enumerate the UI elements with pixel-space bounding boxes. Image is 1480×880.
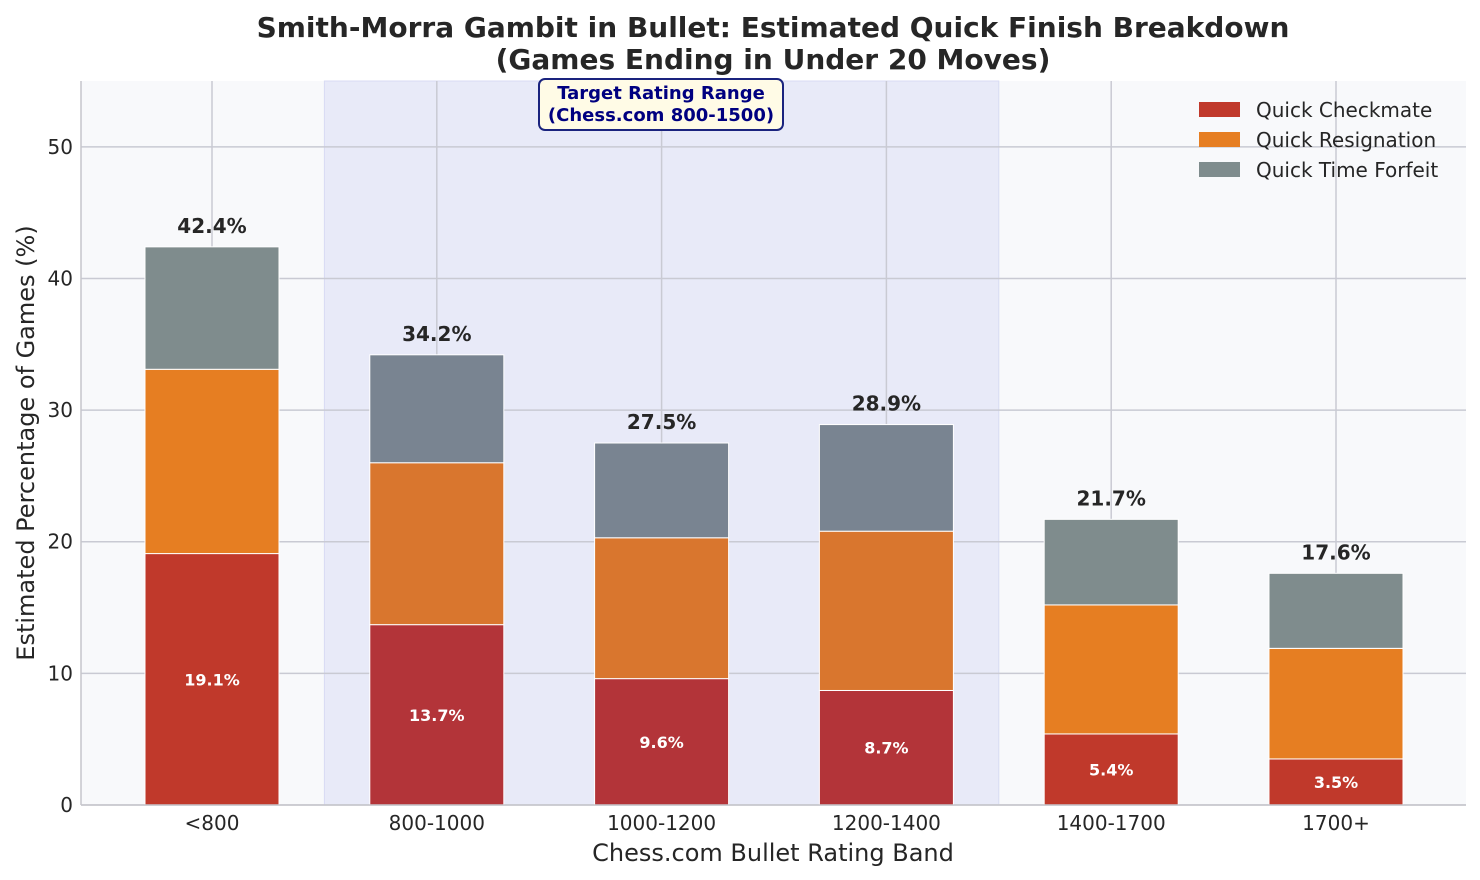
y-tick-label: 40 [48, 266, 73, 290]
legend-swatch [1199, 162, 1240, 177]
checkmate-segment [369, 624, 505, 806]
x-tick-label: 800-1000 [389, 811, 485, 835]
x-axis-label: Chess.com Bullet Rating Band [592, 839, 954, 867]
resignation-segment [594, 537, 730, 680]
checkmate-value-label: 8.7% [864, 739, 908, 758]
x-tick-label: 1200-1400 [832, 811, 941, 835]
x-tick-label: <800 [185, 811, 240, 835]
checkmate-segment [594, 678, 730, 806]
y-axis-label: Estimated Percentage of Games (%) [12, 225, 40, 660]
resignation-segment [1043, 604, 1179, 735]
total-label: 21.7% [1077, 486, 1146, 510]
checkmate-value-label: 5.4% [1089, 760, 1133, 779]
resignation-segment [369, 462, 505, 626]
checkmate-value-label: 9.6% [639, 733, 683, 752]
annotation-line1: Target Rating Range [557, 83, 765, 104]
legend-swatch [1199, 102, 1240, 117]
y-tick-label: 50 [48, 135, 73, 159]
legend-item-time-forfeit: Quick Time Forfeit [1199, 158, 1438, 182]
legend: Quick Checkmate Quick Resignation Quick Ti… [1199, 98, 1438, 182]
checkmate-segment [818, 689, 954, 806]
checkmate-value-label: 3.5% [1314, 773, 1358, 792]
time-forfeit-segment [1268, 572, 1404, 649]
y-tick-label: 10 [48, 661, 73, 685]
annotation-box [538, 78, 784, 131]
checkmate-segment [1268, 758, 1404, 806]
time-forfeit-segment [1043, 518, 1179, 606]
x-tick-label: 1400-1700 [1057, 811, 1166, 835]
legend-item-checkmate: Quick Checkmate [1199, 98, 1432, 122]
legend-label: Quick Checkmate [1256, 98, 1432, 122]
time-forfeit-segment [144, 246, 280, 370]
checkmate-value-label: 19.1% [184, 670, 240, 689]
checkmate-value-label: 13.7% [409, 706, 465, 725]
annotation-line2: (Chess.com 800-1500) [548, 105, 774, 126]
total-label: 42.4% [177, 214, 246, 238]
resignation-segment [818, 530, 954, 691]
bar-labels: 42.4% 19.1% 34.2% 13.7% 27.5% 9.6% 28.9% 8.7% 21… [177, 214, 1370, 792]
bars [144, 246, 1404, 806]
total-label: 17.6% [1301, 540, 1370, 564]
legend-label: Quick Time Forfeit [1256, 158, 1438, 182]
legend-item-resignation: Quick Resignation [1199, 128, 1436, 152]
chart-title-line1: Smith-Morra Gambit in Bullet: Estimated … [257, 11, 1290, 44]
target-range-annotation: Target Rating Range (Chess.com 800-1500) [538, 78, 784, 131]
time-forfeit-segment [594, 442, 730, 539]
chart-title-line2: (Games Ending in Under 20 Moves) [496, 43, 1051, 76]
time-forfeit-segment [369, 354, 505, 464]
x-tick-label: 1000-1200 [607, 811, 716, 835]
y-tick-label: 0 [60, 793, 73, 817]
legend-label: Quick Resignation [1256, 128, 1436, 152]
resignation-segment [144, 368, 280, 555]
y-tick-label: 20 [48, 530, 73, 554]
resignation-segment [1268, 647, 1404, 760]
time-forfeit-segment [818, 424, 954, 532]
x-tick-label: 1700+ [1302, 811, 1370, 835]
legend-swatch [1199, 132, 1240, 147]
total-label: 28.9% [852, 392, 921, 416]
checkmate-segment [144, 553, 280, 806]
axes: 0 10 20 30 40 50 <800 800-1000 1000-1200 1200-140… [48, 81, 1466, 835]
checkmate-segment [1043, 733, 1179, 806]
total-label: 27.5% [627, 410, 696, 434]
total-label: 34.2% [402, 322, 471, 346]
y-tick-label: 30 [48, 398, 73, 422]
